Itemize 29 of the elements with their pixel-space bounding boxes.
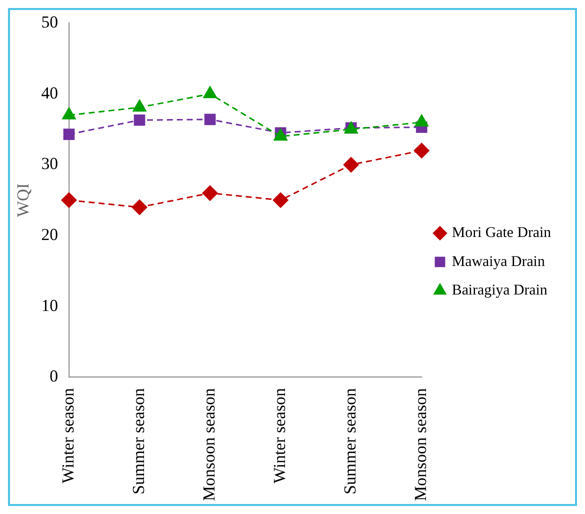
x-tick-label: Summer season — [340, 388, 360, 494]
y-tick-label: 40 — [41, 83, 58, 102]
y-tick-label: 10 — [41, 296, 58, 315]
point — [132, 100, 146, 112]
point — [414, 142, 430, 158]
x-tick-label: Winter season — [58, 388, 78, 484]
y-tick-label: 0 — [50, 366, 58, 386]
point — [61, 192, 77, 208]
y-tick-label: 30 — [41, 154, 58, 174]
point — [134, 114, 146, 126]
point — [414, 114, 428, 126]
point — [203, 86, 217, 98]
point — [132, 200, 148, 215]
point — [343, 157, 359, 172]
x-tick-label: Monsoon season — [411, 388, 430, 501]
point — [272, 192, 288, 208]
legend-label: Mawaiya Drain — [452, 254, 546, 270]
point — [62, 107, 76, 120]
y-tick-label: 20 — [41, 225, 58, 244]
x-tick-label: Winter season — [270, 388, 290, 484]
x-tick-label: Monsoon season — [199, 388, 218, 501]
legend-label: Mori Gate Drain — [452, 225, 552, 242]
y-tick-label: 50 — [41, 12, 58, 32]
legend-label: Bairagiya Drain — [452, 282, 548, 299]
y-axis-title: WQI — [14, 182, 33, 217]
point — [204, 114, 216, 126]
point — [202, 185, 218, 201]
x-tick-label: Summer season — [128, 388, 148, 494]
point — [63, 128, 75, 140]
